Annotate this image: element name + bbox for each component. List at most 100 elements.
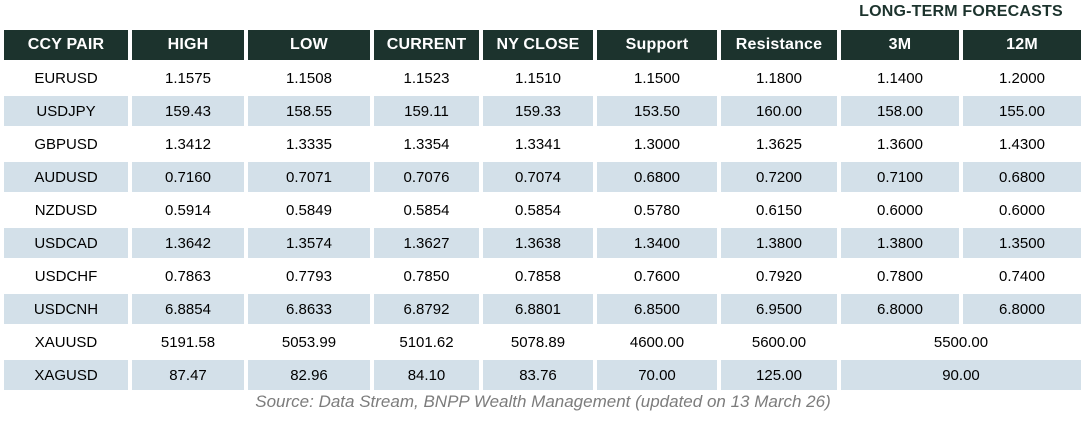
cell-3m: 158.00 (841, 96, 959, 126)
cell-12m: 0.7400 (963, 261, 1081, 291)
cell-12m: 6.8000 (963, 294, 1081, 324)
cell-resistance: 6.9500 (721, 294, 837, 324)
column-header-support: Support (597, 30, 717, 60)
cell-forecast-merged: 5500.00 (841, 327, 1081, 357)
cell-current: 1.3354 (374, 129, 479, 159)
table-row-nzdusd: NZDUSD 0.5914 0.5849 0.5854 0.5854 0.578… (4, 195, 1081, 225)
cell-high: 1.3412 (132, 129, 244, 159)
cell-support: 6.8500 (597, 294, 717, 324)
cell-low: 1.3335 (248, 129, 370, 159)
cell-high: 1.3642 (132, 228, 244, 258)
cell-ny-close: 83.76 (483, 360, 593, 390)
cell-ny-close: 159.33 (483, 96, 593, 126)
table-body: EURUSD 1.1575 1.1508 1.1523 1.1510 1.150… (4, 63, 1081, 390)
cell-low: 5053.99 (248, 327, 370, 357)
cell-ny-close: 5078.89 (483, 327, 593, 357)
cell-12m: 1.3500 (963, 228, 1081, 258)
cell-3m: 6.8000 (841, 294, 959, 324)
cell-high: 0.7160 (132, 162, 244, 192)
column-header-current: CURRENT (374, 30, 479, 60)
table-row-usdjpy: USDJPY 159.43 158.55 159.11 159.33 153.5… (4, 96, 1081, 126)
cell-resistance: 1.3800 (721, 228, 837, 258)
cell-ny-close: 0.7074 (483, 162, 593, 192)
cell-ccy-pair: USDCHF (4, 261, 128, 291)
cell-high: 159.43 (132, 96, 244, 126)
cell-resistance: 125.00 (721, 360, 837, 390)
table-row-xagusd: XAGUSD 87.47 82.96 84.10 83.76 70.00 125… (4, 360, 1081, 390)
cell-ccy-pair: XAUUSD (4, 327, 128, 357)
column-header-ccy-pair: CCY PAIR (4, 30, 128, 60)
table-row-audusd: AUDUSD 0.7160 0.7071 0.7076 0.7074 0.680… (4, 162, 1081, 192)
table-row-usdcad: USDCAD 1.3642 1.3574 1.3627 1.3638 1.340… (4, 228, 1081, 258)
cell-ccy-pair: NZDUSD (4, 195, 128, 225)
cell-high: 1.1575 (132, 63, 244, 93)
cell-support: 153.50 (597, 96, 717, 126)
cell-12m: 155.00 (963, 96, 1081, 126)
column-header-low: LOW (248, 30, 370, 60)
table-header: CCY PAIR HIGH LOW CURRENT NY CLOSE Suppo… (4, 30, 1081, 60)
cell-ccy-pair: XAGUSD (4, 360, 128, 390)
cell-support: 70.00 (597, 360, 717, 390)
header-row: CCY PAIR HIGH LOW CURRENT NY CLOSE Suppo… (4, 30, 1081, 60)
cell-high: 0.7863 (132, 261, 244, 291)
cell-low: 158.55 (248, 96, 370, 126)
cell-12m: 1.4300 (963, 129, 1081, 159)
cell-ccy-pair: EURUSD (4, 63, 128, 93)
column-header-resistance: Resistance (721, 30, 837, 60)
fx-forecast-table: CCY PAIR HIGH LOW CURRENT NY CLOSE Suppo… (0, 27, 1085, 393)
cell-ny-close: 6.8801 (483, 294, 593, 324)
cell-low: 6.8633 (248, 294, 370, 324)
cell-3m: 0.6000 (841, 195, 959, 225)
cell-3m: 0.7100 (841, 162, 959, 192)
cell-support: 0.6800 (597, 162, 717, 192)
cell-ny-close: 0.5854 (483, 195, 593, 225)
cell-ccy-pair: USDCAD (4, 228, 128, 258)
column-header-3m: 3M (841, 30, 959, 60)
cell-low: 0.7793 (248, 261, 370, 291)
cell-ccy-pair: AUDUSD (4, 162, 128, 192)
cell-support: 1.3400 (597, 228, 717, 258)
source-note: Source: Data Stream, BNPP Wealth Managem… (255, 392, 831, 411)
cell-low: 1.1508 (248, 63, 370, 93)
cell-12m: 0.6800 (963, 162, 1081, 192)
cell-ny-close: 1.3341 (483, 129, 593, 159)
cell-low: 82.96 (248, 360, 370, 390)
cell-ccy-pair: GBPUSD (4, 129, 128, 159)
cell-3m: 1.1400 (841, 63, 959, 93)
table-row-eurusd: EURUSD 1.1575 1.1508 1.1523 1.1510 1.150… (4, 63, 1081, 93)
cell-resistance: 0.6150 (721, 195, 837, 225)
cell-resistance: 160.00 (721, 96, 837, 126)
cell-current: 1.1523 (374, 63, 479, 93)
cell-ny-close: 1.3638 (483, 228, 593, 258)
cell-current: 6.8792 (374, 294, 479, 324)
cell-support: 1.1500 (597, 63, 717, 93)
cell-support: 0.7600 (597, 261, 717, 291)
table-row-usdchf: USDCHF 0.7863 0.7793 0.7850 0.7858 0.760… (4, 261, 1081, 291)
column-header-ny-close: NY CLOSE (483, 30, 593, 60)
cell-resistance: 1.3625 (721, 129, 837, 159)
cell-12m: 0.6000 (963, 195, 1081, 225)
cell-3m: 1.3800 (841, 228, 959, 258)
cell-ccy-pair: USDCNH (4, 294, 128, 324)
cell-resistance: 0.7200 (721, 162, 837, 192)
cell-12m: 1.2000 (963, 63, 1081, 93)
table-row-gbpusd: GBPUSD 1.3412 1.3335 1.3354 1.3341 1.300… (4, 129, 1081, 159)
table-row-usdcnh: USDCNH 6.8854 6.8633 6.8792 6.8801 6.850… (4, 294, 1081, 324)
column-header-high: HIGH (132, 30, 244, 60)
cell-high: 87.47 (132, 360, 244, 390)
cell-support: 0.5780 (597, 195, 717, 225)
cell-current: 5101.62 (374, 327, 479, 357)
cell-support: 1.3000 (597, 129, 717, 159)
cell-high: 0.5914 (132, 195, 244, 225)
table-row-xauusd: XAUUSD 5191.58 5053.99 5101.62 5078.89 4… (4, 327, 1081, 357)
cell-ccy-pair: USDJPY (4, 96, 128, 126)
cell-forecast-merged: 90.00 (841, 360, 1081, 390)
cell-support: 4600.00 (597, 327, 717, 357)
column-header-12m: 12M (963, 30, 1081, 60)
cell-3m: 1.3600 (841, 129, 959, 159)
cell-current: 0.7076 (374, 162, 479, 192)
cell-low: 0.7071 (248, 162, 370, 192)
cell-current: 159.11 (374, 96, 479, 126)
cell-high: 6.8854 (132, 294, 244, 324)
